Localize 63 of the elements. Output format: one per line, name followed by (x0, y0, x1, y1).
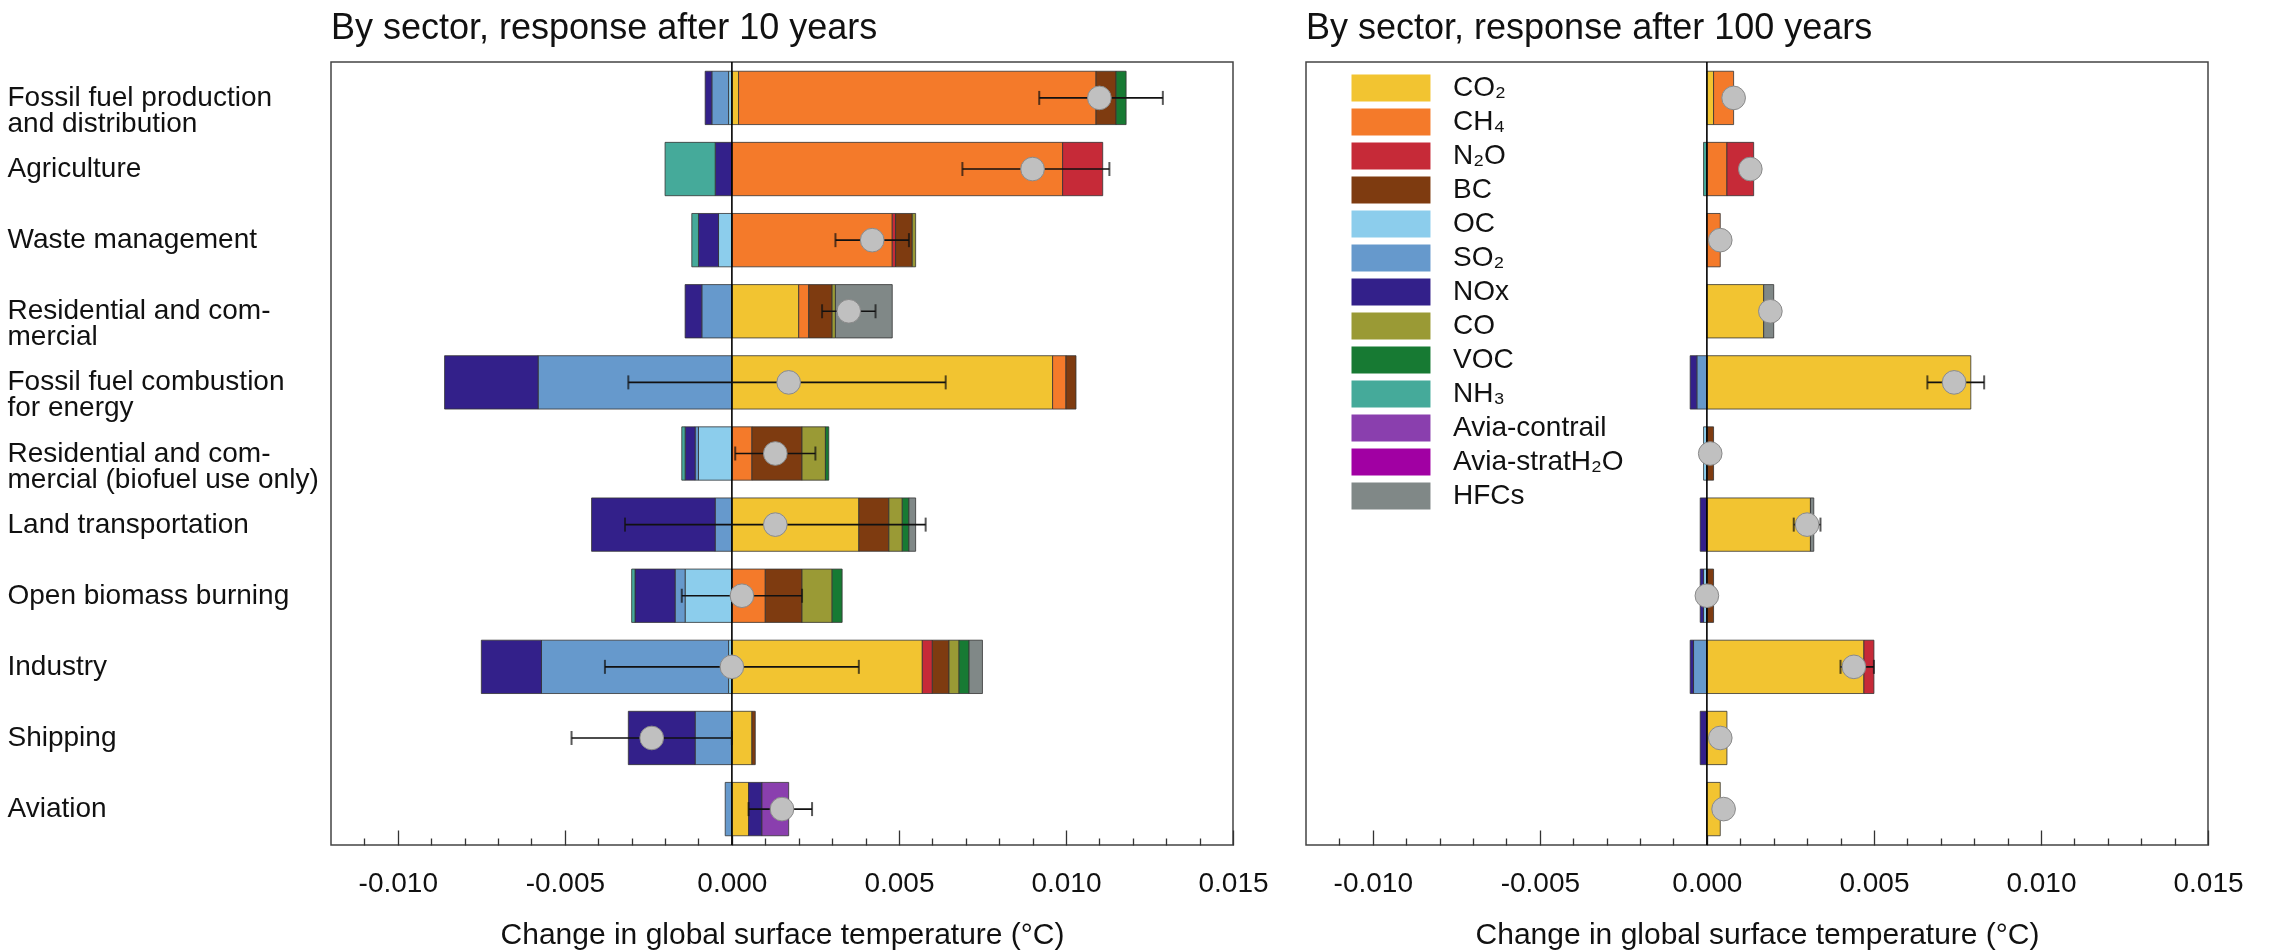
y-tick-label: Land transportation (7, 507, 249, 539)
y-tick-label: Fossil fuel production and distribution (7, 80, 273, 138)
y-tick-label: Aviation (7, 792, 107, 824)
chart-title: By sector, response after 10 years (331, 6, 878, 48)
x-tick-label: 0.015 (2173, 866, 2244, 898)
point (1721, 85, 1746, 111)
x-tick-label: -0.005 (525, 866, 606, 898)
x-tick-label: 0.010 (1031, 866, 1102, 898)
legend-label: VOC (1453, 343, 1514, 374)
legend-label: NH₃ (1453, 377, 1505, 408)
legend-label: CO₂ (1453, 71, 1506, 102)
bar (684, 426, 696, 481)
bar (731, 213, 893, 268)
point (719, 654, 745, 680)
chart-title: By sector, response after 100 years (1306, 6, 1873, 48)
legend-label: NOx (1453, 275, 1509, 306)
point (1020, 156, 1045, 182)
y-tick-label: Residential and com- mercial (biofuel use only) (7, 436, 319, 494)
x-tick-label: 0.005 (864, 866, 935, 898)
point (1841, 654, 1867, 680)
point (1941, 370, 1967, 395)
legend-label: Avia-contrail (1453, 411, 1607, 442)
bar (1706, 497, 1811, 552)
point (1694, 583, 1720, 609)
bar (895, 213, 913, 268)
legend-label: HFCs (1453, 479, 1525, 510)
x-tick-label: -0.005 (1500, 866, 1581, 898)
y-tick-label: Open biomass burning (7, 578, 290, 610)
x-axis-title: Change in global surface temperature (°C) (500, 916, 1065, 950)
point (1697, 441, 1723, 466)
y-tick-label: Waste management (7, 223, 258, 255)
point (859, 227, 885, 253)
bar (698, 426, 733, 481)
legend-label: SO₂ (1453, 241, 1505, 272)
x-tick-label: 0.015 (1198, 866, 1269, 898)
y-tick-label: Industry (7, 649, 108, 681)
point (1794, 512, 1820, 537)
x-tick-label: -0.010 (1333, 866, 1414, 898)
point (762, 512, 788, 537)
point (836, 298, 862, 324)
x-tick-label: 0.000 (1672, 866, 1743, 898)
bar (1706, 355, 1972, 410)
x-tick-label: 0.010 (2006, 866, 2077, 898)
x-axis-title: Change in global surface temperature (°C) (1475, 916, 2040, 950)
legend-label: CH₄ (1453, 105, 1505, 136)
point (1711, 796, 1736, 822)
y-tick-label: Shipping (7, 720, 117, 752)
legend-label: OC (1453, 207, 1495, 238)
legend-label: CO (1453, 309, 1495, 340)
point (776, 370, 802, 395)
point (1758, 298, 1783, 324)
y-tick-label: Agriculture (7, 152, 142, 184)
y-tick-label: Residential and com- mercial (7, 294, 271, 352)
point (1707, 725, 1733, 751)
legend-label: Avia-stratH₂O (1453, 445, 1624, 476)
point (1087, 85, 1112, 111)
x-tick-label: 0.000 (697, 866, 768, 898)
x-tick-label: -0.010 (358, 866, 439, 898)
y-tick-label: Fossil fuel combustion for energy (7, 365, 285, 423)
x-tick-label: 0.005 (1839, 866, 1910, 898)
legend-label: N₂O (1453, 139, 1506, 170)
legend-label: BC (1453, 173, 1492, 204)
point (1707, 227, 1733, 253)
